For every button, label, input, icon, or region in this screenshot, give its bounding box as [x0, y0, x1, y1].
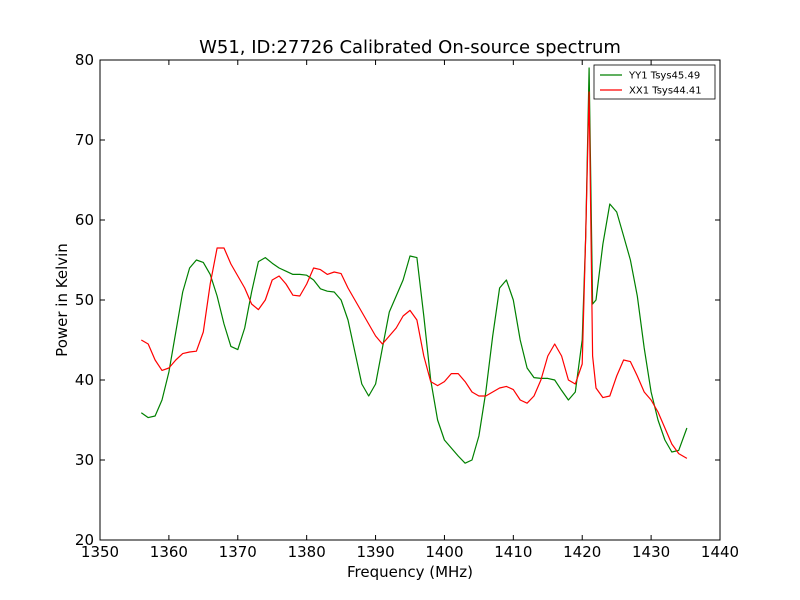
- y-tick-label: 80: [75, 51, 94, 69]
- y-tick-label: 30: [75, 451, 94, 469]
- x-tick-label: 1390: [356, 543, 394, 561]
- y-tick-label: 70: [75, 131, 94, 149]
- legend-entry-1: YY1 Tsys45.49: [628, 71, 700, 82]
- x-tick-label: 1440: [701, 543, 739, 561]
- y-tick-label: 40: [75, 371, 94, 389]
- plot-area: [100, 60, 720, 540]
- series-layer: [140, 67, 688, 464]
- x-tick-label: 1420: [563, 543, 601, 561]
- x-tick-label: 1350: [81, 543, 119, 561]
- y-tick-label: 20: [75, 531, 94, 549]
- legend-box: [593, 64, 716, 100]
- x-tick-label: 1410: [494, 543, 532, 561]
- legend: YY1 Tsys45.49 XX1 Tsys44.41: [593, 64, 716, 100]
- y-axis-ticks: 20 30 40 50 60 70 80: [75, 51, 720, 549]
- series-line-2: [140, 91, 688, 459]
- y-axis-label: Power in Kelvin: [53, 243, 71, 357]
- x-axis-ticks: 1350 1360 1370 1380 1390 1400 1410 1420 1430 1440: [81, 60, 739, 561]
- x-tick-label: 1370: [219, 543, 257, 561]
- series-line-1: [140, 67, 688, 464]
- x-tick-label: 1380: [288, 543, 326, 561]
- x-tick-label: 1430: [632, 543, 670, 561]
- x-tick-label: 1400: [425, 543, 463, 561]
- x-tick-label: 1360: [150, 543, 188, 561]
- legend-entry-2: XX1 Tsys44.41: [629, 86, 702, 97]
- x-axis-label: Frequency (MHz): [347, 563, 473, 581]
- chart-title: W51, ID:27726 Calibrated On-source spect…: [199, 37, 621, 58]
- y-tick-label: 60: [75, 211, 94, 229]
- y-tick-label: 50: [75, 291, 94, 309]
